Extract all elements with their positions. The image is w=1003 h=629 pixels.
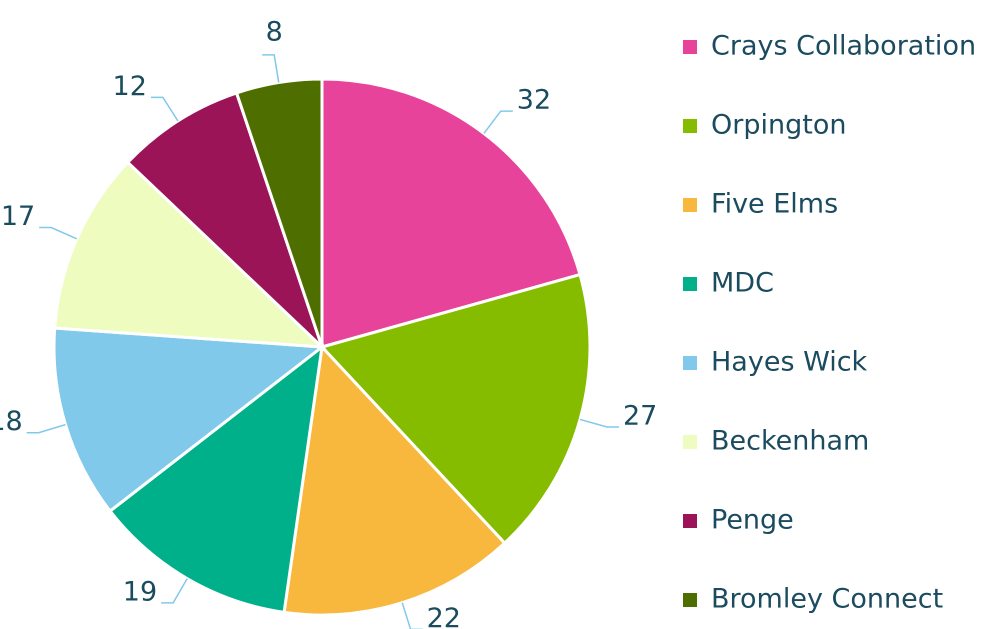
data-label: 18	[0, 406, 23, 437]
data-label: 27	[623, 400, 657, 431]
legend-swatch	[683, 40, 697, 54]
leader-line	[401, 602, 423, 629]
legend-label: MDC	[711, 268, 774, 299]
legend-swatch	[683, 435, 697, 449]
legend-label: Penge	[711, 505, 794, 536]
data-label: 12	[113, 71, 147, 102]
leader-line	[579, 418, 619, 428]
legend-label: Five Elms	[711, 189, 838, 220]
legend-label: Bromley Connect	[711, 584, 943, 615]
data-label: 8	[266, 16, 283, 47]
legend-swatch	[683, 198, 697, 212]
pie-slice	[53, 160, 327, 349]
legend-label: Beckenham	[711, 426, 869, 457]
data-label: 32	[517, 85, 551, 116]
leader-line	[39, 226, 78, 240]
pie-slice	[320, 77, 582, 349]
legend-label: Hayes Wick	[711, 347, 868, 378]
data-label: 17	[1, 201, 35, 232]
legend-swatch	[683, 514, 697, 528]
pie-slice	[282, 343, 507, 617]
legend-swatch	[683, 277, 697, 291]
legend-swatch	[683, 593, 697, 607]
leader-line	[26, 423, 66, 434]
data-label: 19	[123, 576, 157, 607]
pie-slice	[234, 77, 324, 348]
pie-slice	[52, 326, 327, 514]
legend-swatch	[683, 356, 697, 370]
leader-line	[483, 110, 513, 134]
legend-label: Crays Collaboration	[711, 31, 976, 62]
leader-line	[161, 578, 188, 604]
data-label: 22	[427, 603, 461, 629]
leader-line	[262, 54, 280, 83]
legend-swatch	[683, 119, 697, 133]
pie-slice	[107, 343, 325, 615]
leader-line	[150, 96, 179, 122]
legend-label: Orpington	[711, 110, 846, 141]
pie-slice	[125, 91, 324, 349]
